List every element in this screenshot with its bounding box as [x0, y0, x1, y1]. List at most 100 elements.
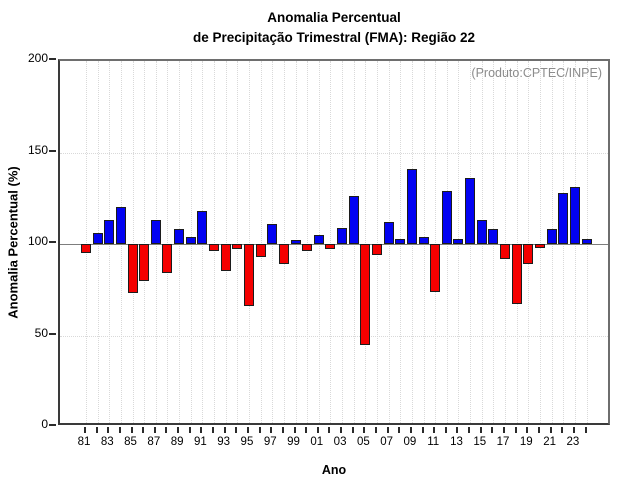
x-tick [165, 427, 168, 433]
source-annotation: (Produto:CPTEC/INPE) [471, 66, 602, 80]
x-tick [549, 427, 552, 433]
x-tick [212, 427, 215, 433]
bar-83 [104, 220, 115, 244]
grid-line-vertical [225, 61, 227, 423]
x-tick [409, 427, 412, 433]
bar-23 [569, 187, 580, 244]
bar-22 [558, 192, 569, 244]
grid-line-vertical [248, 61, 250, 423]
bar-14 [465, 178, 476, 244]
x-tick [433, 427, 436, 433]
plot-area [58, 59, 610, 425]
grid-line-vertical [86, 61, 87, 423]
grid-line-vertical [214, 61, 216, 423]
bar-24 [581, 238, 592, 244]
bar-85 [127, 244, 138, 294]
grid-line-vertical [132, 61, 134, 423]
x-tick [444, 427, 447, 433]
x-tick-label: 19 [519, 436, 533, 448]
y-tick-label: 150 [27, 142, 48, 157]
bar-11 [430, 244, 441, 292]
x-tick-label: 85 [124, 436, 137, 448]
chart-title-line2: de Precipitação Trimestral (FMA): Região… [192, 30, 476, 45]
x-tick-label: 81 [77, 436, 91, 448]
bar-15 [476, 220, 487, 244]
bar-89 [174, 229, 185, 244]
bar-82 [92, 233, 103, 244]
x-tick-label: 93 [217, 436, 231, 448]
grid-line-vertical [237, 61, 239, 423]
chart-title-line1: Anomalia Percentual [267, 10, 401, 25]
x-tick [84, 427, 86, 433]
x-tick [386, 427, 389, 433]
bar-88 [162, 244, 173, 274]
grid-line-vertical [435, 61, 437, 423]
bar-21 [546, 229, 557, 244]
y-tick-label: 200 [27, 51, 48, 65]
bar-18 [511, 244, 522, 305]
bar-05 [360, 244, 371, 345]
bar-97 [267, 223, 278, 244]
y-tick-label: 100 [27, 234, 48, 248]
bar-07 [383, 222, 394, 244]
x-tick-label: 17 [496, 436, 510, 448]
bar-87 [150, 220, 161, 244]
y-tick [49, 149, 56, 152]
x-tick-label: 07 [380, 436, 394, 448]
x-tick-label: 09 [403, 436, 417, 448]
x-tick [468, 427, 471, 433]
x-tick [375, 427, 377, 433]
x-tick [584, 427, 587, 433]
chart-title: Anomalia Percentual de Precipitação Trim… [58, 8, 610, 48]
x-tick [153, 427, 156, 433]
y-tick [49, 58, 56, 60]
x-tick [142, 427, 145, 433]
x-tick [398, 427, 401, 433]
grid-line-vertical [330, 61, 332, 423]
x-tick-label: 91 [193, 436, 207, 448]
grid-line-horizontal [60, 335, 608, 337]
x-tick [526, 427, 529, 433]
bar-99 [290, 240, 301, 244]
bar-98 [278, 244, 289, 265]
x-tick-label: 87 [147, 436, 161, 448]
x-tick [118, 427, 121, 433]
bar-91 [197, 211, 208, 244]
x-tick-label: 89 [170, 436, 184, 448]
x-tick [200, 427, 203, 433]
x-tick [491, 427, 494, 433]
bar-02 [325, 244, 336, 250]
x-tick [177, 427, 180, 433]
x-tick-label: 83 [100, 436, 114, 448]
x-tick [95, 427, 98, 433]
x-tick [258, 427, 261, 433]
bar-04 [348, 196, 359, 244]
x-tick-label: 97 [263, 436, 277, 448]
bar-96 [255, 244, 266, 257]
x-tick [537, 427, 540, 433]
x-tick-label: 13 [450, 436, 463, 448]
bar-13 [453, 238, 464, 244]
x-tick [456, 427, 459, 433]
x-tick [130, 427, 133, 433]
bar-92 [209, 244, 220, 252]
x-tick [514, 427, 517, 433]
x-tick [281, 427, 284, 433]
x-tick [340, 427, 343, 433]
x-tick [561, 427, 564, 433]
x-tick-label: 03 [333, 436, 347, 448]
bar-12 [441, 190, 452, 244]
bar-03 [337, 227, 348, 244]
bar-94 [232, 244, 243, 250]
grid-line-vertical [167, 61, 169, 423]
bar-16 [488, 229, 499, 244]
x-tick [293, 427, 296, 433]
y-tick [49, 332, 56, 335]
bar-09 [406, 168, 417, 244]
x-tick-label: 23 [566, 436, 580, 448]
grid-line-vertical [260, 61, 262, 423]
bar-90 [185, 236, 196, 244]
bar-81 [81, 244, 91, 254]
x-axis-label: Ano [321, 463, 347, 477]
x-tick [305, 427, 308, 433]
